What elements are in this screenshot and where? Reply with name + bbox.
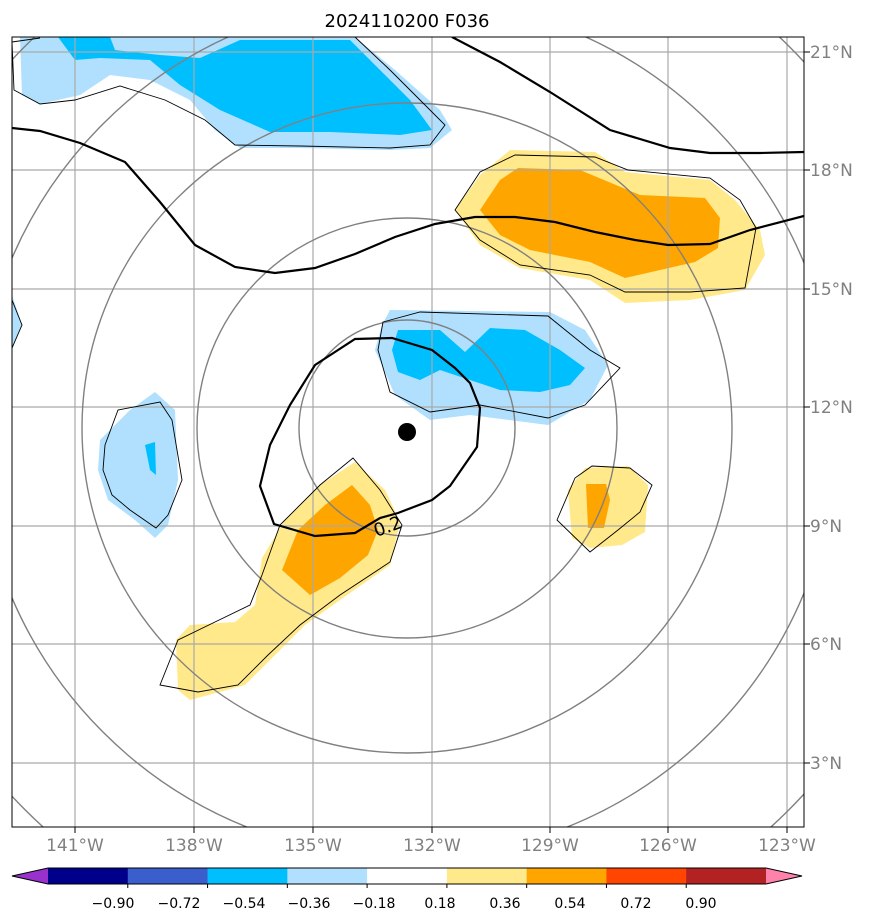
- colorbar-label: 0.72: [620, 896, 651, 912]
- contour-line-north: [451, 37, 804, 155]
- colorbar-label: 0.54: [554, 896, 585, 912]
- range-ring-1: [298, 319, 516, 537]
- blue-region-center-dark: [392, 328, 585, 392]
- thick-contours: [12, 37, 804, 538]
- gridlines: [12, 37, 804, 827]
- blue-region-west-dark: [145, 442, 156, 475]
- colorbar-label: −0.18: [353, 896, 396, 912]
- lon-label: 138°W: [165, 836, 223, 856]
- lon-label: 132°W: [403, 836, 461, 856]
- colorbar: −0.90 −0.72 −0.54 −0.36 −0.18 0.18 0.36 …: [11, 867, 803, 912]
- lat-label: 21°N: [810, 43, 853, 63]
- storm-center-marker: [398, 423, 416, 441]
- orange-region-southwest: [282, 485, 378, 595]
- colorbar-extend-high: [766, 868, 802, 884]
- lon-label: 135°W: [284, 836, 342, 856]
- lat-label: 12°N: [810, 398, 853, 418]
- tick-marks: [74, 51, 810, 833]
- lon-label: 126°W: [639, 836, 697, 856]
- colorbar-segment: [526, 868, 607, 884]
- map-frame: [11, 36, 805, 828]
- colorbar-segment: [48, 868, 129, 884]
- colorbar-segment: [686, 868, 767, 884]
- colorbar-segment: [207, 868, 288, 884]
- colorbar-segment: [127, 868, 209, 884]
- lon-label: 141°W: [46, 836, 104, 856]
- colorbar-outline: [11, 867, 803, 885]
- colorbar-segment: [367, 868, 448, 884]
- lat-label: 18°N: [810, 161, 853, 181]
- colorbar-label: −0.36: [288, 896, 331, 912]
- colorbar-label: 0.18: [424, 896, 455, 912]
- colorbar-label: −0.90: [92, 896, 135, 912]
- range-ring-3: [81, 102, 733, 754]
- latitude-labels: 21°N 18°N 15°N 12°N 9°N 6°N 3°N: [810, 43, 853, 774]
- blue-region-west-edge: [12, 295, 22, 350]
- colorbar-segment: [287, 868, 368, 884]
- contour-line-middle: [12, 126, 804, 275]
- colorbar-label: −0.72: [158, 896, 201, 912]
- lon-label: 123°W: [758, 836, 816, 856]
- orange-region-northeast: [480, 168, 720, 278]
- lat-label: 9°N: [810, 517, 842, 537]
- colorbar-label: −0.54: [223, 896, 266, 912]
- colorbar-segment: [446, 868, 528, 884]
- longitude-labels: 141°W 138°W 135°W 132°W 129°W 126°W 123°…: [46, 836, 816, 856]
- orange-region-east: [586, 484, 610, 528]
- colorbar-segment: [606, 868, 687, 884]
- lat-label: 15°N: [810, 280, 853, 300]
- map-title: 2024110200 F036: [325, 11, 490, 32]
- colorbar-extend-low: [12, 868, 48, 884]
- lat-label: 6°N: [810, 635, 842, 655]
- range-ring-2: [196, 217, 618, 639]
- contour-closed-center: [258, 336, 482, 538]
- colorbar-label: 0.90: [685, 896, 716, 912]
- colorbar-label: 0.36: [489, 896, 520, 912]
- blue-region-west-light: [98, 392, 178, 538]
- lon-label: 129°W: [521, 836, 579, 856]
- lat-label: 3°N: [810, 754, 842, 774]
